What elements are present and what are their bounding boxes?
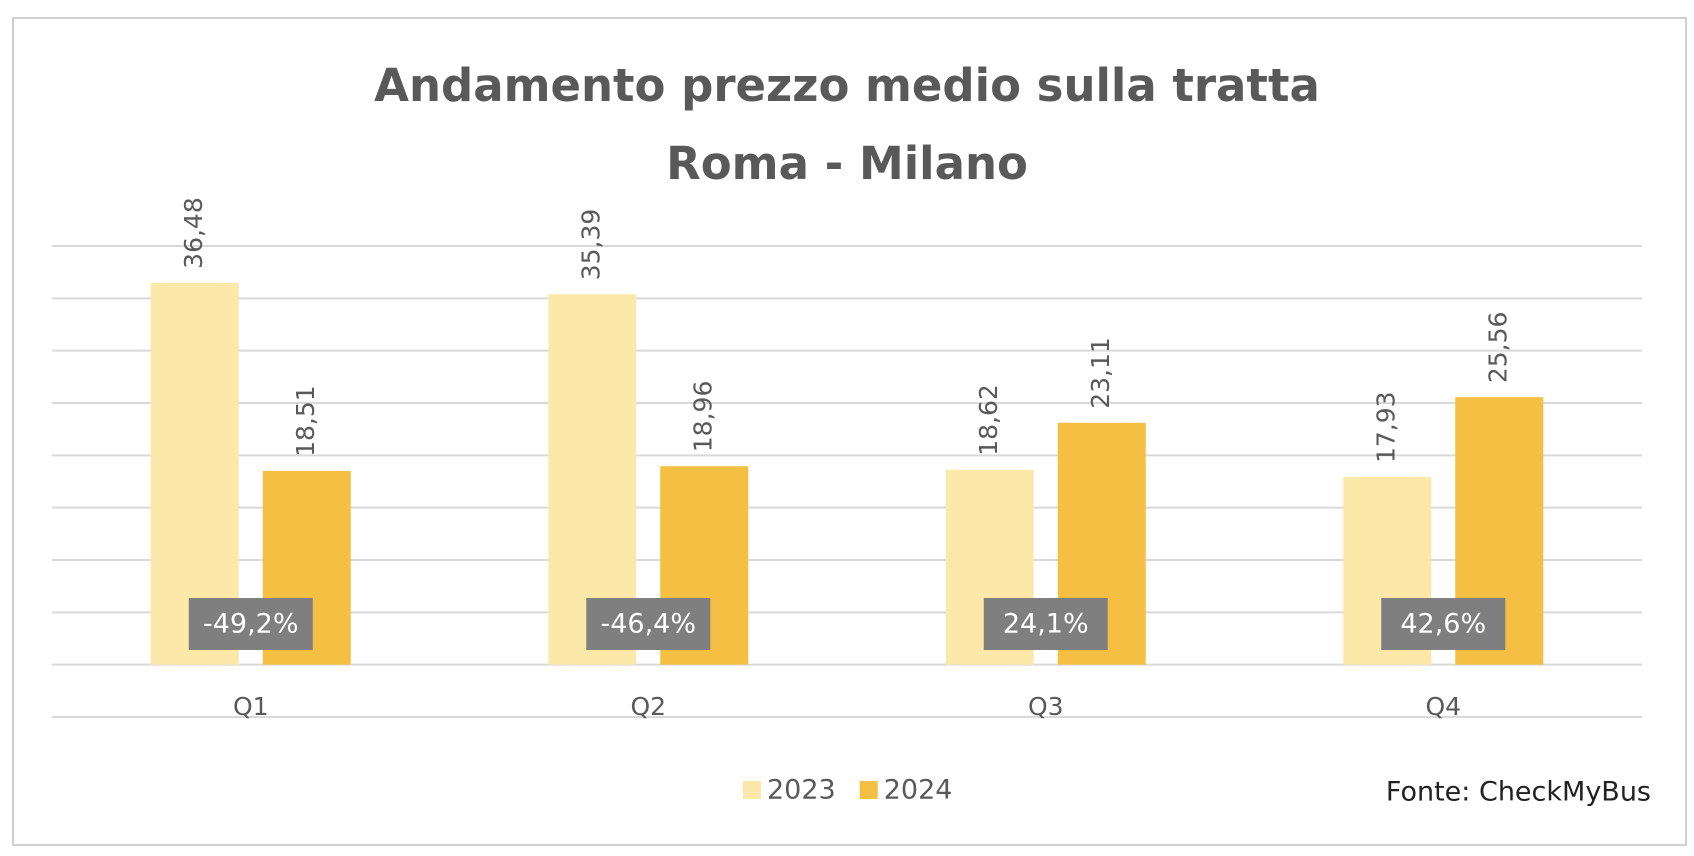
x-tick-label: Q3 bbox=[1028, 692, 1064, 721]
annotation: 42,6% bbox=[1381, 598, 1506, 650]
annotation-box bbox=[586, 598, 711, 650]
legend-swatch bbox=[743, 781, 761, 799]
annotation-text: -46,4% bbox=[600, 609, 696, 640]
legend-label: 2024 bbox=[884, 775, 953, 806]
value-label: 36,48 bbox=[179, 197, 208, 269]
annotation-box bbox=[1381, 598, 1506, 650]
annotation-text: 42,6% bbox=[1400, 609, 1486, 640]
value-label: 18,51 bbox=[291, 385, 320, 457]
annotation-box bbox=[983, 598, 1108, 650]
value-label: 35,39 bbox=[576, 209, 605, 281]
value-label: 17,93 bbox=[1371, 391, 1400, 463]
x-tick-label: Q1 bbox=[233, 692, 269, 721]
value-label: 18,62 bbox=[974, 384, 1003, 456]
source-note: Fonte: CheckMyBus bbox=[1386, 777, 1651, 808]
value-label: 25,56 bbox=[1483, 312, 1512, 384]
annotation-text: 24,1% bbox=[1003, 609, 1089, 640]
chart-title: Andamento prezzo medio sulla tratta bbox=[374, 59, 1320, 112]
annotation-text: -49,2% bbox=[203, 609, 299, 640]
x-tick-label: Q4 bbox=[1425, 692, 1461, 721]
x-tick-label: Q2 bbox=[630, 692, 666, 721]
chart-title: Roma - Milano bbox=[666, 137, 1028, 190]
annotation: -46,4% bbox=[586, 598, 711, 650]
annotation: 24,1% bbox=[983, 598, 1108, 650]
legend-label: 2023 bbox=[767, 775, 836, 806]
legend-swatch bbox=[859, 781, 878, 799]
annotation-box bbox=[188, 598, 313, 650]
value-label: 18,96 bbox=[688, 381, 717, 453]
annotation: -49,2% bbox=[188, 598, 313, 650]
value-label: 23,11 bbox=[1086, 337, 1115, 409]
chart-border bbox=[12, 17, 1687, 846]
